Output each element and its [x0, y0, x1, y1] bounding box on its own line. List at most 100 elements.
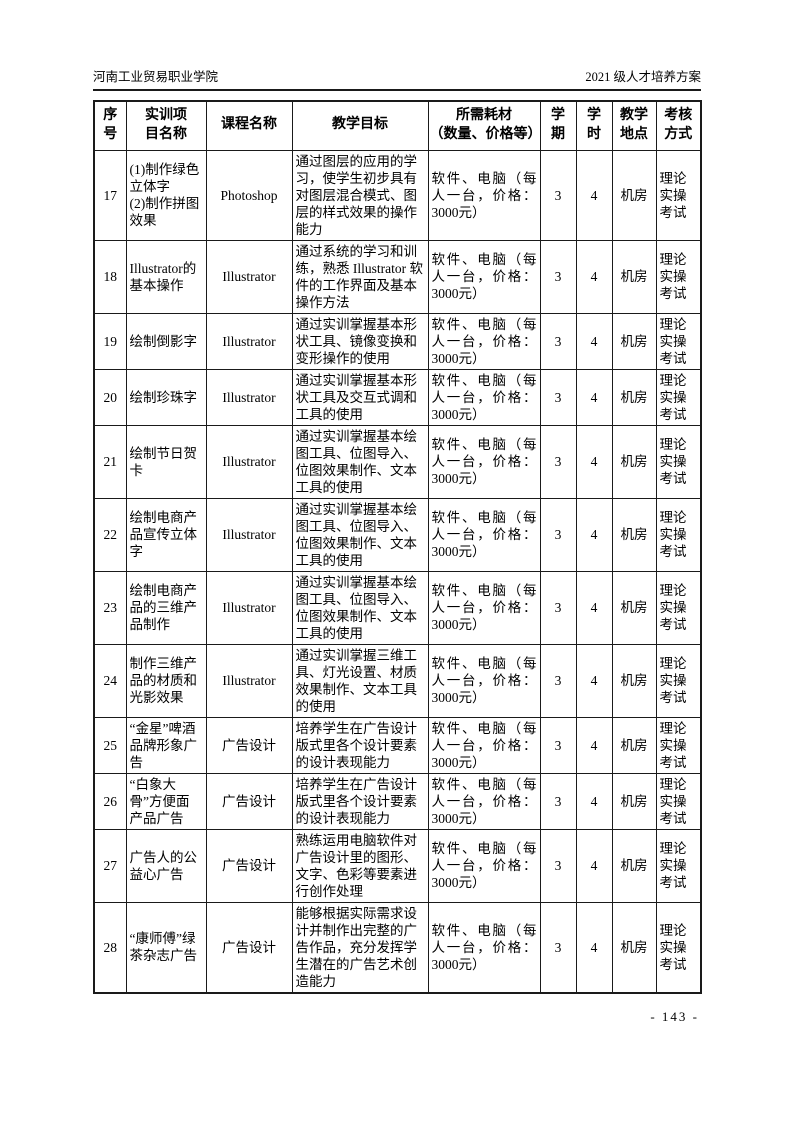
cell-assessment: 理论实操考试 — [655, 368, 702, 426]
table-row: 27 广告人的公益心广告 广告设计 熟练运用电脑软件对广告设计里的图形、文字、色… — [93, 828, 702, 903]
document-page: 河南工业贸易职业学院 2021 级人才培养方案 序 号 实训项 目名称 课程名称… — [93, 66, 702, 1024]
table-row: 21 绘制节日贺卡 Illustrator 通过实训掌握基本绘图工具、位图导入、… — [93, 424, 702, 499]
cell-hours: 4 — [575, 828, 613, 903]
cell-course-name: 广告设计 — [205, 716, 293, 774]
cell-hours: 4 — [575, 312, 613, 370]
cell-objective: 培养学生在广告设计版式里各个设计要素的设计表现能力 — [291, 772, 429, 830]
cell-assessment: 理论实操考试 — [655, 643, 702, 718]
cell-no: 19 — [93, 312, 127, 370]
table-row: 23 绘制电商产品的三维产品制作 Illustrator 通过实训掌握基本绘图工… — [93, 570, 702, 645]
cell-semester: 3 — [539, 368, 577, 426]
header-plan-title: 2021 级人才培养方案 — [585, 70, 701, 84]
table-header-row: 序 号 实训项 目名称 课程名称 教学目标 所需耗材 （数量、价格等） 学 期 … — [93, 100, 702, 151]
table-row: 22 绘制电商产品宣传立体字 Illustrator 通过实训掌握基本绘图工具、… — [93, 497, 702, 572]
cell-objective: 熟练运用电脑软件对广告设计里的图形、文字、色彩等要素进行创作处理 — [291, 828, 429, 903]
cell-materials: 软件、电脑（每人一台，价格：3000元） — [427, 643, 541, 718]
cell-objective: 通过系统的学习和训练，熟悉 Illustrator 软件的工作界面及基本操作方法 — [291, 239, 429, 314]
cell-materials: 软件、电脑（每人一台，价格：3000元） — [427, 716, 541, 774]
cell-objective: 通过实训掌握基本形状工具、镜像变换和变形操作的使用 — [291, 312, 429, 370]
cell-materials: 软件、电脑（每人一台，价格：3000元） — [427, 312, 541, 370]
cell-course-name: Illustrator — [205, 312, 293, 370]
cell-no: 23 — [93, 570, 127, 645]
cell-project-name: 绘制珍珠字 — [125, 368, 207, 426]
cell-no: 22 — [93, 497, 127, 572]
header-location: 教学 地点 — [611, 100, 657, 151]
cell-hours: 4 — [575, 497, 613, 572]
cell-assessment: 理论实操考试 — [655, 424, 702, 499]
cell-no: 24 — [93, 643, 127, 718]
cell-semester: 3 — [539, 424, 577, 499]
cell-no: 18 — [93, 239, 127, 314]
cell-objective: 通过实训掌握基本形状工具及交互式调和工具的使用 — [291, 368, 429, 426]
header-project: 实训项 目名称 — [125, 100, 207, 151]
cell-hours: 4 — [575, 772, 613, 830]
cell-assessment: 理论实操考试 — [655, 716, 702, 774]
cell-location: 机房 — [611, 497, 657, 572]
table-row: 20 绘制珍珠字 Illustrator 通过实训掌握基本形状工具及交互式调和工… — [93, 368, 702, 426]
cell-no: 27 — [93, 828, 127, 903]
cell-semester: 3 — [539, 828, 577, 903]
cell-project-name: “康师傅”绿茶杂志广告 — [125, 901, 207, 994]
cell-location: 机房 — [611, 828, 657, 903]
cell-location: 机房 — [611, 772, 657, 830]
table-row: 18 Illustrator的基本操作 Illustrator 通过系统的学习和… — [93, 239, 702, 314]
cell-location: 机房 — [611, 312, 657, 370]
document-header: 河南工业贸易职业学院 2021 级人才培养方案 — [93, 66, 701, 91]
cell-hours: 4 — [575, 149, 613, 241]
cell-hours: 4 — [575, 901, 613, 994]
header-school-name: 河南工业贸易职业学院 — [93, 70, 219, 84]
cell-project-name: 绘制电商产品宣传立体字 — [125, 497, 207, 572]
cell-semester: 3 — [539, 239, 577, 314]
cell-location: 机房 — [611, 643, 657, 718]
page-number: - 143 - — [650, 1008, 699, 1024]
cell-course-name: Illustrator — [205, 643, 293, 718]
cell-project-name: Illustrator的基本操作 — [125, 239, 207, 314]
cell-materials: 软件、电脑（每人一台，价格：3000元） — [427, 497, 541, 572]
cell-no: 17 — [93, 149, 127, 241]
cell-location: 机房 — [611, 424, 657, 499]
cell-materials: 软件、电脑（每人一台，价格：3000元） — [427, 772, 541, 830]
cell-hours: 4 — [575, 239, 613, 314]
cell-materials: 软件、电脑（每人一台，价格：3000元） — [427, 368, 541, 426]
cell-semester: 3 — [539, 312, 577, 370]
cell-course-name: Photoshop — [205, 149, 293, 241]
cell-hours: 4 — [575, 424, 613, 499]
cell-course-name: 广告设计 — [205, 772, 293, 830]
header-no: 序 号 — [93, 100, 127, 151]
cell-objective: 通过实训掌握基本绘图工具、位图导入、位图效果制作、文本工具的使用 — [291, 497, 429, 572]
cell-assessment: 理论实操考试 — [655, 239, 702, 314]
cell-location: 机房 — [611, 239, 657, 314]
cell-hours: 4 — [575, 368, 613, 426]
cell-no: 28 — [93, 901, 127, 994]
cell-materials: 软件、电脑（每人一台，价格：3000元） — [427, 901, 541, 994]
table-row: 25 “金星”啤酒品牌形象广告 广告设计 培养学生在广告设计版式里各个设计要素的… — [93, 716, 702, 774]
cell-project-name: 制作三维产品的材质和光影效果 — [125, 643, 207, 718]
cell-assessment: 理论实操考试 — [655, 772, 702, 830]
header-materials: 所需耗材 （数量、价格等） — [427, 100, 541, 151]
cell-semester: 3 — [539, 497, 577, 572]
header-hours: 学 时 — [575, 100, 613, 151]
header-assessment: 考核 方式 — [655, 100, 702, 151]
cell-assessment: 理论实操考试 — [655, 828, 702, 903]
table-row: 19 绘制倒影字 Illustrator 通过实训掌握基本形状工具、镜像变换和变… — [93, 312, 702, 370]
cell-course-name: Illustrator — [205, 497, 293, 572]
table-row: 24 制作三维产品的材质和光影效果 Illustrator 通过实训掌握三维工具… — [93, 643, 702, 718]
cell-objective: 培养学生在广告设计版式里各个设计要素的设计表现能力 — [291, 716, 429, 774]
table-row: 28 “康师傅”绿茶杂志广告 广告设计 能够根据实际需求设计并制作出完整的广告作… — [93, 901, 702, 994]
cell-assessment: 理论实操考试 — [655, 497, 702, 572]
cell-location: 机房 — [611, 716, 657, 774]
cell-no: 20 — [93, 368, 127, 426]
table-row: 17 (1)制作绿色立体字 (2)制作拼图效果 Photoshop 通过图层的应… — [93, 149, 702, 241]
cell-assessment: 理论实操考试 — [655, 312, 702, 370]
cell-assessment: 理论实操考试 — [655, 901, 702, 994]
cell-assessment: 理论实操考试 — [655, 149, 702, 241]
cell-assessment: 理论实操考试 — [655, 570, 702, 645]
cell-objective: 通过实训掌握基本绘图工具、位图导入、位图效果制作、文本工具的使用 — [291, 424, 429, 499]
cell-project-name: “金星”啤酒品牌形象广告 — [125, 716, 207, 774]
cell-semester: 3 — [539, 149, 577, 241]
cell-course-name: Illustrator — [205, 570, 293, 645]
cell-materials: 软件、电脑（每人一台，价格：3000元） — [427, 149, 541, 241]
cell-semester: 3 — [539, 643, 577, 718]
cell-materials: 软件、电脑（每人一台，价格：3000元） — [427, 828, 541, 903]
table-row: 26 “白象大骨”方便面产品广告 广告设计 培养学生在广告设计版式里各个设计要素… — [93, 772, 702, 830]
